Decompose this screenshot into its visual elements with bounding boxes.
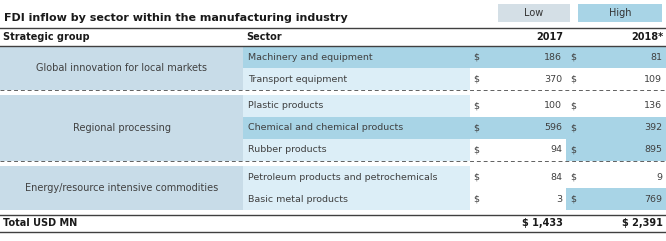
Text: 769: 769 <box>644 194 662 203</box>
Bar <box>470 46 566 68</box>
Text: $ 1,433: $ 1,433 <box>522 219 563 228</box>
Bar <box>0 46 243 90</box>
Text: Regional processing: Regional processing <box>73 123 170 133</box>
Text: 596: 596 <box>544 123 562 133</box>
Text: 94: 94 <box>550 146 562 154</box>
Text: Strategic group: Strategic group <box>3 32 90 42</box>
Text: Rubber products: Rubber products <box>248 146 327 154</box>
Bar <box>566 117 666 139</box>
Text: $: $ <box>570 53 576 61</box>
Bar <box>566 68 666 90</box>
Text: 2017: 2017 <box>536 32 563 42</box>
Bar <box>578 4 662 22</box>
Bar <box>566 188 666 210</box>
Bar <box>566 139 666 161</box>
Text: $: $ <box>474 146 480 154</box>
Text: $: $ <box>570 173 576 181</box>
Text: Chemical and chemical products: Chemical and chemical products <box>248 123 404 133</box>
Bar <box>0 166 243 210</box>
Bar <box>243 166 470 188</box>
Text: Low: Low <box>524 8 543 18</box>
Bar <box>498 4 570 22</box>
Text: Energy/resource intensive commodities: Energy/resource intensive commodities <box>25 183 218 193</box>
Text: 186: 186 <box>544 53 562 61</box>
Bar <box>470 68 566 90</box>
Text: Global innovation for local markets: Global innovation for local markets <box>36 63 207 73</box>
Text: 84: 84 <box>550 173 562 181</box>
Bar <box>243 68 470 90</box>
Text: $: $ <box>570 74 576 83</box>
Text: Transport equipment: Transport equipment <box>248 74 347 83</box>
Text: Petroleum products and petrochemicals: Petroleum products and petrochemicals <box>248 173 438 181</box>
Text: Plastic products: Plastic products <box>248 101 324 111</box>
Text: 895: 895 <box>644 146 662 154</box>
Text: FDI inflow by sector within the manufacturing industry: FDI inflow by sector within the manufact… <box>4 13 348 23</box>
Text: 81: 81 <box>650 53 662 61</box>
Text: Total USD MN: Total USD MN <box>3 219 77 228</box>
Text: 2018*: 2018* <box>631 32 663 42</box>
Bar <box>470 117 566 139</box>
Bar <box>470 95 566 117</box>
Text: $: $ <box>570 194 576 203</box>
Text: 3: 3 <box>556 194 562 203</box>
Text: 136: 136 <box>644 101 662 111</box>
Text: $: $ <box>570 146 576 154</box>
Text: Machinery and equipment: Machinery and equipment <box>248 53 373 61</box>
Text: Sector: Sector <box>246 32 282 42</box>
Text: $: $ <box>570 123 576 133</box>
Text: 9: 9 <box>656 173 662 181</box>
Bar <box>470 166 566 188</box>
Text: $: $ <box>474 123 480 133</box>
Text: $: $ <box>474 74 480 83</box>
Bar <box>470 188 566 210</box>
Bar <box>243 95 470 117</box>
Bar <box>566 95 666 117</box>
Text: $: $ <box>570 101 576 111</box>
Text: $: $ <box>474 53 480 61</box>
Text: 392: 392 <box>644 123 662 133</box>
Text: Basic metal products: Basic metal products <box>248 194 348 203</box>
Text: High: High <box>609 8 631 18</box>
Text: $: $ <box>474 101 480 111</box>
Bar <box>243 188 470 210</box>
Text: 109: 109 <box>644 74 662 83</box>
Bar <box>566 46 666 68</box>
Bar <box>243 46 470 68</box>
Text: $ 2,391: $ 2,391 <box>622 219 663 228</box>
Text: 370: 370 <box>544 74 562 83</box>
Text: $: $ <box>474 194 480 203</box>
Bar <box>566 166 666 188</box>
Text: $: $ <box>474 173 480 181</box>
Bar <box>0 95 243 161</box>
Bar <box>470 139 566 161</box>
Bar <box>243 139 470 161</box>
Text: 100: 100 <box>544 101 562 111</box>
Bar <box>243 117 470 139</box>
